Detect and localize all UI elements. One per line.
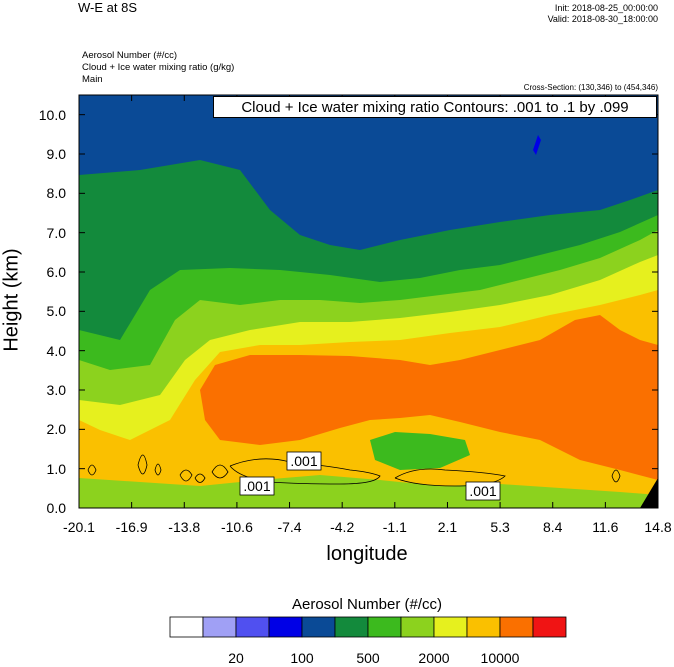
y-tick-label: 7.0 [46,224,66,241]
colorbar-swatch [400,616,435,638]
y-tick-label: 5.0 [46,303,66,320]
x-tick-label: -4.2 [330,519,355,535]
contour-label-1: .001 [290,453,317,469]
y-tick-label: 2.0 [46,421,66,438]
colorbar-swatch [202,616,237,638]
colorbar-swatch [169,616,204,638]
x-tick-label: 11.6 [592,519,619,535]
field-darkorange [200,315,658,480]
colorbar-swatch [334,616,369,638]
y-tick-label: 10.0 [38,106,66,123]
colorbar-swatch [235,616,270,638]
x-tick-label: -7.4 [277,519,302,535]
y-tick-marks [79,114,658,509]
x-tick-label: 2.1 [437,519,458,535]
init-time: Init: 2018-08-25_00:00:00 [554,3,658,13]
colorbar-tick-label: 20 [228,650,244,666]
blue-streak [533,135,541,155]
x-tick-label: -1.1 [382,519,407,535]
y-tick-label: 6.0 [46,264,66,280]
colorbar-title: Aerosol Number (#/cc) [291,596,443,613]
cross-section-label: Cross-Section: (130,346) to (454,346) [523,83,658,92]
x-tick-label: 14.8 [644,519,672,535]
y-tick-label: 3.0 [46,382,66,398]
colorbar-swatch [532,616,567,638]
y-axis-label: Height (km) [0,248,23,352]
colorbar-swatch [433,616,468,638]
plot-frame [78,94,659,509]
y-tick-label: 1.0 [46,460,66,477]
field-label-aerosol: Aerosol Number (#/cc) [82,50,178,61]
field-lowgreen [370,432,470,470]
y-tick-label: 0.0 [46,500,66,516]
contour-label-2: .001 [243,478,270,494]
x-axis-label: longitude [326,543,408,565]
contour-info-box: Cloud + Ice water mixing ratio Contours:… [213,96,657,118]
x-tick-label: 8.4 [542,519,563,535]
field-surface-yellowgreen [79,475,658,508]
colorbar-swatch [301,616,336,638]
field-label-cloud: Cloud + Ice water mixing ratio (g/kg) [82,62,235,73]
colorbar-swatch [367,616,402,638]
colorbar-tick-label: 100 [290,650,314,666]
x-tick-label: -13.8 [168,519,201,535]
colorbar-swatch [268,616,303,638]
colorbar [169,616,567,638]
y-tick-label: 9.0 [46,146,66,162]
x-tick-label: -16.9 [115,519,148,535]
x-tick-label: -10.6 [220,519,253,535]
x-tick-label: -20.1 [63,519,95,535]
x-tick-label: 5.3 [490,519,510,535]
y-tick-label: 4.0 [46,342,66,359]
colorbar-swatch [499,616,534,638]
y-tick-label: 8.0 [46,185,66,202]
field-corner-black [640,478,658,508]
field-label-main: Main [82,74,103,85]
heatmap-field: .001 .001 .001 [79,95,658,508]
colorbar-tick-label: 500 [356,650,380,666]
contour-label-3: .001 [469,483,496,499]
colorbar-tick-label: 2000 [418,650,450,666]
valid-time: Valid: 2018-08-30_18:00:00 [547,14,658,24]
plot-title: W-E at 8S [78,0,138,15]
colorbar-swatch [466,616,501,638]
colorbar-tick-label: 10000 [480,650,520,666]
